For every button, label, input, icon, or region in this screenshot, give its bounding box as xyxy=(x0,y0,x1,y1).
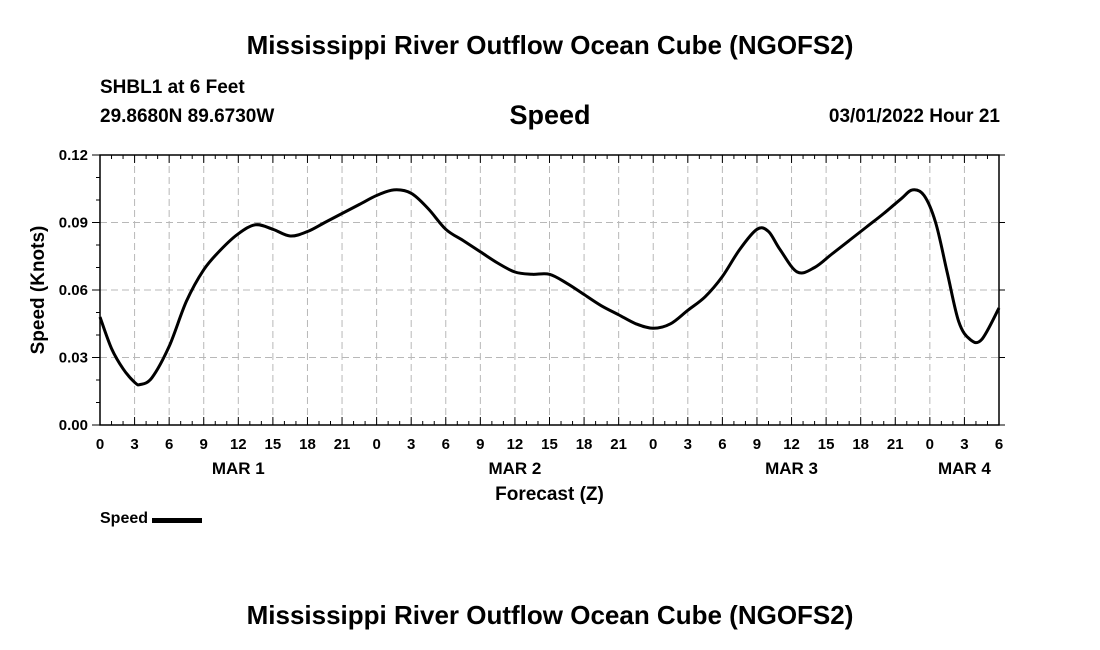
station-coordinates: 29.8680N 89.6730W xyxy=(100,106,275,127)
chart-main-title: Mississippi River Outflow Ocean Cube (NG… xyxy=(246,30,854,60)
tick-marks xyxy=(92,154,1005,426)
x-tick-label: 6 xyxy=(442,436,450,453)
series-layer xyxy=(98,188,1001,387)
x-tick-label: 3 xyxy=(407,436,415,453)
x-tick-label: 9 xyxy=(476,436,484,453)
x-tick-label: 9 xyxy=(753,436,761,453)
x-tick-label: 9 xyxy=(200,436,208,453)
x-tick-label: 21 xyxy=(334,436,351,453)
x-tick-label: 21 xyxy=(610,436,627,453)
x-tick-label: 3 xyxy=(684,436,692,453)
x-tick-label: 6 xyxy=(165,436,173,453)
x-tick-label: 15 xyxy=(818,436,835,453)
x-tick-label: 12 xyxy=(783,436,800,453)
day-label: MAR 4 xyxy=(938,459,991,478)
axis-labels: 0 3 6 9 12 15 18 21 0 3 6 9 12 15 18 21 0 3 6 9 12 15 18 21 0 3 6 0… xyxy=(28,147,1003,505)
y-tick-label: 0.12 xyxy=(59,147,88,164)
y-tick-label: 0.00 xyxy=(59,417,88,434)
x-tick-label: 15 xyxy=(541,436,558,453)
legend-label-speed: Speed xyxy=(100,510,149,527)
day-label: MAR 3 xyxy=(765,459,818,478)
y-tick-label: 0.03 xyxy=(59,350,88,367)
day-label: MAR 1 xyxy=(212,459,265,478)
station-label: SHBL1 at 6 Feet xyxy=(100,77,245,98)
series-line-speed xyxy=(98,188,1001,387)
x-tick-label: 0 xyxy=(926,436,934,453)
y-tick-label: 0.06 xyxy=(59,282,88,299)
x-tick-label: 18 xyxy=(576,436,593,453)
x-tick-label: 12 xyxy=(230,436,247,453)
x-tick-label: 18 xyxy=(852,436,869,453)
legend: Speed xyxy=(100,510,203,528)
x-tick-label: 6 xyxy=(995,436,1003,453)
x-tick-label: 0 xyxy=(372,436,380,453)
chart-main-title-repeat: Mississippi River Outflow Ocean Cube (NG… xyxy=(246,600,854,630)
plot-frame xyxy=(99,154,1000,426)
x-tick-label: 3 xyxy=(960,436,968,453)
legend-swatch-speed xyxy=(152,518,203,523)
x-tick-label: 21 xyxy=(887,436,904,453)
grid xyxy=(100,155,999,425)
x-tick-label: 0 xyxy=(96,436,104,453)
x-tick-label: 18 xyxy=(299,436,316,453)
y-tick-label: 0.09 xyxy=(59,215,88,232)
variable-title: Speed xyxy=(509,100,591,130)
day-label: MAR 2 xyxy=(488,459,541,478)
y-axis-title: Speed (Knots) xyxy=(28,226,49,355)
x-tick-label: 15 xyxy=(265,436,282,453)
x-tick-label: 6 xyxy=(718,436,726,453)
x-tick-label: 0 xyxy=(649,436,657,453)
x-tick-label: 3 xyxy=(130,436,138,453)
x-tick-label: 12 xyxy=(507,436,524,453)
forecast-datetime: 03/01/2022 Hour 21 xyxy=(828,106,1000,127)
x-axis-title: Forecast (Z) xyxy=(495,484,604,505)
